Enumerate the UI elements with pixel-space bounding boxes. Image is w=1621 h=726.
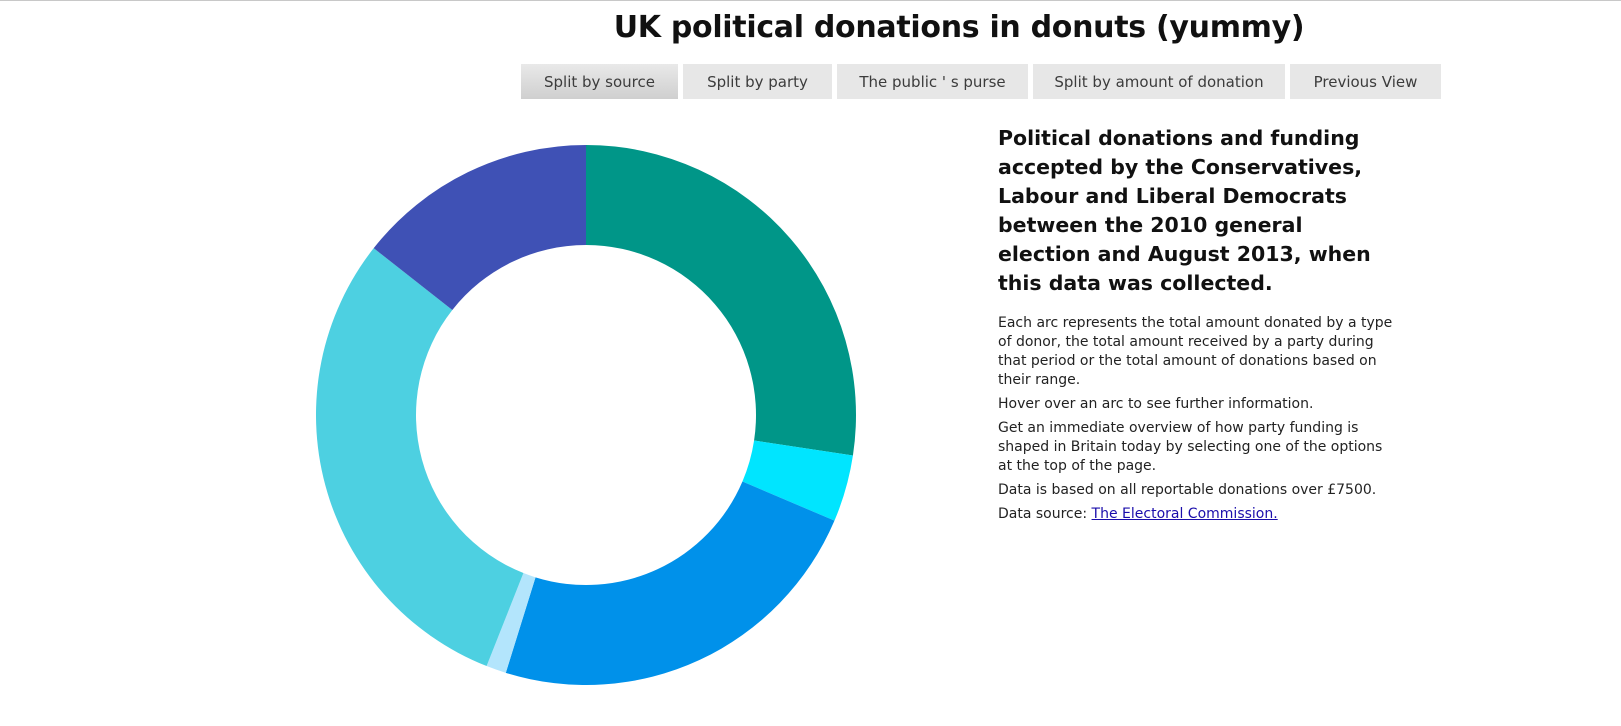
split-by-source-button[interactable]: Split by source bbox=[521, 64, 678, 99]
info-hover-hint: Hover over an arc to see further informa… bbox=[998, 396, 1314, 412]
donut-slice-3[interactable] bbox=[505, 481, 835, 685]
info-panel: Political donations and funding accepted… bbox=[998, 124, 1398, 529]
top-divider bbox=[0, 0, 1621, 1]
donut-slice-4[interactable] bbox=[486, 573, 536, 673]
donut-slice-1[interactable] bbox=[586, 145, 856, 456]
info-threshold: Data is based on all reportable donation… bbox=[998, 482, 1377, 498]
split-by-amount-button[interactable]: Split by amount of donation bbox=[1033, 64, 1285, 99]
info-description: Each arc represents the total amount don… bbox=[998, 315, 1393, 388]
donut-slice-2[interactable] bbox=[742, 440, 853, 521]
source-prefix: Data source: bbox=[998, 506, 1092, 522]
donut-slice-6[interactable] bbox=[373, 145, 586, 310]
electoral-commission-link[interactable]: The Electoral Commission. bbox=[1091, 506, 1278, 522]
info-heading: Political donations and funding accepted… bbox=[998, 126, 1371, 295]
info-overview: Get an immediate overview of how party f… bbox=[998, 420, 1383, 474]
donut-chart-container bbox=[300, 130, 875, 700]
donut-chart bbox=[315, 145, 856, 685]
page-title: UK political donations in donuts (yummy) bbox=[613, 10, 1305, 45]
info-source: Data source: The Electoral Commission. bbox=[998, 505, 1398, 524]
donut-slice-5[interactable] bbox=[315, 248, 524, 667]
previous-view-button[interactable]: Previous View bbox=[1290, 64, 1441, 99]
public-purse-button[interactable]: The public ' s purse bbox=[837, 64, 1028, 99]
view-nav: Split by source Split by party The publi… bbox=[521, 64, 1441, 99]
split-by-party-button[interactable]: Split by party bbox=[683, 64, 832, 99]
